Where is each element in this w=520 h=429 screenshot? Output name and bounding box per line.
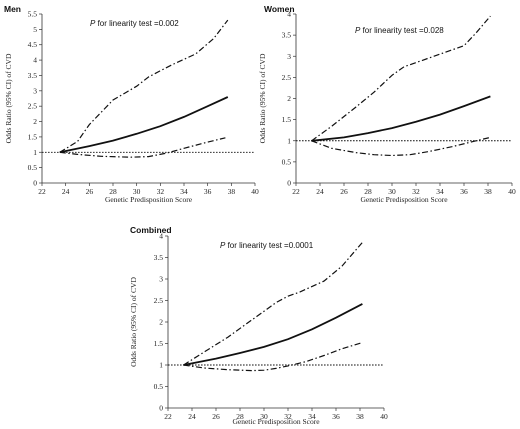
y-tick-label: 2.5 xyxy=(154,296,164,305)
series-line-estimate xyxy=(311,95,491,142)
y-tick-label: 2.5 xyxy=(282,73,292,82)
y-tick-label: 4.5 xyxy=(28,40,38,49)
x-tick-label: 40 xyxy=(380,412,388,421)
chart-panel-1: 0 0.5 1 1.5 2 2.5 3 3.5 4 4.5 5 5.5 22 24 26 28 30 32 34 36… xyxy=(4,4,259,204)
series-line-ci-2 xyxy=(183,342,363,372)
x-tick-label: 26 xyxy=(340,187,348,196)
series-line-ci-1 xyxy=(59,19,229,153)
y-tick-label: 5 xyxy=(33,25,37,34)
y-tick-label: 2 xyxy=(287,94,291,103)
y-axis-label: Odds Ratio (95% CI) of CVD xyxy=(129,277,138,367)
y-tick-label: 0.5 xyxy=(154,382,164,391)
y-tick-label: 5.5 xyxy=(28,10,38,19)
x-tick-label: 28 xyxy=(109,187,117,196)
y-tick-label: 1 xyxy=(287,136,291,145)
x-tick-label: 38 xyxy=(356,412,364,421)
x-tick-label: 26 xyxy=(86,187,94,196)
x-tick-label: 22 xyxy=(38,187,46,196)
x-tick-label: 30 xyxy=(260,412,268,421)
y-tick-label: 0 xyxy=(287,179,291,188)
x-tick-label: 36 xyxy=(332,412,340,421)
linearity-annotation: P for linearity test =0.002 xyxy=(90,19,179,28)
series-line-ci-1 xyxy=(183,242,363,366)
y-tick-label: 1.5 xyxy=(282,115,292,124)
chart-panel-3: 0 0.5 1 1.5 2 2.5 3 3.5 4 22 24 26 28 30 32 34 36 38 40 Gen… xyxy=(129,225,388,426)
y-tick-label: 3 xyxy=(159,275,163,284)
x-tick-label: 30 xyxy=(133,187,141,196)
x-axis-label: Genetic Predisposition Score xyxy=(360,195,448,204)
linearity-annotation: P for linearity test =0.028 xyxy=(355,26,444,35)
x-axis-label: Genetic Predisposition Score xyxy=(232,417,320,426)
y-tick-label: 3.5 xyxy=(154,253,164,262)
y-axis-label: Odds Ratio (95% CI) of CVD xyxy=(4,53,13,143)
y-tick-label: 1.5 xyxy=(28,132,38,141)
x-tick-label: 26 xyxy=(212,412,220,421)
annotation-p: P xyxy=(220,241,226,250)
x-tick-label: 30 xyxy=(388,187,396,196)
annotation-p: P xyxy=(355,26,361,35)
x-tick-label: 34 xyxy=(436,187,444,196)
y-tick-label: 3.5 xyxy=(28,71,38,80)
y-tick-label: 4 xyxy=(287,10,291,19)
x-tick-label: 24 xyxy=(62,187,70,196)
series-line-ci-2 xyxy=(59,137,226,158)
x-tick-label: 34 xyxy=(308,412,316,421)
y-tick-label: 1 xyxy=(33,148,37,157)
x-tick-label: 24 xyxy=(188,412,196,421)
x-tick-label: 24 xyxy=(316,187,324,196)
x-tick-label: 32 xyxy=(412,187,420,196)
annotation-text: for linearity test =0.002 xyxy=(95,19,179,28)
x-tick-label: 38 xyxy=(228,187,236,196)
x-tick-label: 40 xyxy=(251,187,259,196)
y-tick-label: 0 xyxy=(33,179,37,188)
y-tick-label: 2 xyxy=(159,318,163,327)
x-tick-label: 28 xyxy=(364,187,372,196)
annotation-text: for linearity test =0.028 xyxy=(360,26,444,35)
annotation-p: P xyxy=(90,19,96,28)
series-line-estimate xyxy=(59,96,229,154)
x-tick-label: 22 xyxy=(164,412,172,421)
chart-panel-2: 0 0.5 1 1.5 2 2.5 3 3.5 4 22 24 26 28 30 32 34 36 38 40 Gen… xyxy=(258,4,516,204)
y-tick-label: 3 xyxy=(287,52,291,61)
y-tick-label: 4 xyxy=(159,232,163,241)
y-tick-label: 1 xyxy=(159,361,163,370)
x-tick-label: 32 xyxy=(157,187,165,196)
y-tick-label: 1.5 xyxy=(154,339,164,348)
x-tick-label: 34 xyxy=(180,187,188,196)
y-tick-label: 0.5 xyxy=(28,163,38,172)
panel-title: Women xyxy=(264,4,295,14)
series-line-ci-2 xyxy=(311,136,491,157)
y-tick-label: 2.5 xyxy=(28,102,38,111)
x-tick-label: 36 xyxy=(460,187,468,196)
x-axis-label: Genetic Predisposition Score xyxy=(105,195,193,204)
panel-title: Combined xyxy=(130,225,172,235)
y-tick-label: 4 xyxy=(33,56,37,65)
x-tick-label: 40 xyxy=(508,187,516,196)
series-line-ci-1 xyxy=(311,15,491,142)
panel-title: Men xyxy=(4,4,21,14)
y-tick-label: 3.5 xyxy=(282,31,292,40)
x-tick-label: 28 xyxy=(236,412,244,421)
y-axis-label: Odds Ratio (95% CI) of CVD xyxy=(258,53,267,143)
y-tick-label: 0.5 xyxy=(282,157,292,166)
y-tick-label: 2 xyxy=(33,117,37,126)
annotation-text: for linearity test =0.0001 xyxy=(225,241,313,250)
x-tick-label: 32 xyxy=(284,412,292,421)
x-tick-label: 22 xyxy=(292,187,300,196)
y-tick-label: 0 xyxy=(159,404,163,413)
series-line-estimate xyxy=(183,303,363,366)
x-tick-label: 38 xyxy=(484,187,492,196)
x-tick-label: 36 xyxy=(204,187,212,196)
y-tick-label: 3 xyxy=(33,86,37,95)
linearity-annotation: P for linearity test =0.0001 xyxy=(220,241,314,250)
